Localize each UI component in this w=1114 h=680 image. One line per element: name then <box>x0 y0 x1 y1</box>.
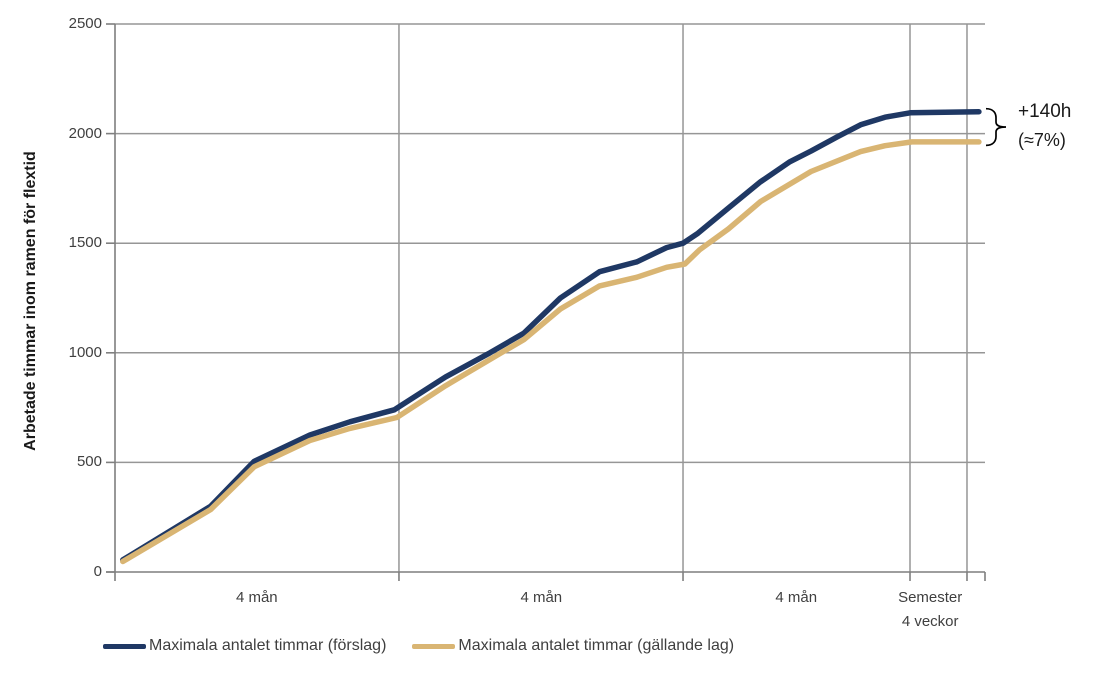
x-axis-label-line: 4 mån <box>520 589 563 606</box>
x-axis-label-0: 4 mån <box>187 586 327 610</box>
difference-brace <box>985 107 1007 147</box>
y-tick-label-2000: 2000 <box>68 124 102 142</box>
legend-item-gallande-lag: Maximala antalet timmar (gällande lag) <box>412 637 734 655</box>
series-line-1 <box>120 139 982 565</box>
difference-annotation: +140h (≈7%) <box>1018 98 1071 154</box>
y-tick-label-0: 0 <box>93 563 102 580</box>
legend: Maximala antalet timmar (förslag) Maxima… <box>103 637 734 655</box>
y-axis-title: Arbetade timmar inom ramen för flextid <box>22 151 39 451</box>
x-axis-label-1: 4 mån <box>471 586 611 610</box>
series-line-0 <box>120 108 982 563</box>
legend-item-forslag: Maximala antalet timmar (förslag) <box>103 637 386 655</box>
difference-annotation-hours: +140h <box>1018 101 1072 122</box>
legend-label-forslag: Maximala antalet timmar (förslag) <box>149 637 387 654</box>
y-tick-label-2500: 2500 <box>68 15 102 32</box>
x-axis-label-line: Semester <box>898 589 963 606</box>
x-axis-label-3: Semester 4 veckor <box>860 586 1000 634</box>
legend-swatch-gallande-lag <box>412 643 456 649</box>
legend-label-gallande-lag: Maximala antalet timmar (gällande lag) <box>458 637 735 654</box>
y-tick-label-500: 500 <box>76 453 102 471</box>
difference-annotation-percent: (≈7%) <box>1018 130 1066 150</box>
x-axis-label-line: 4 mån <box>775 589 818 606</box>
x-axis-label-line: 4 mån <box>235 589 278 606</box>
y-tick-label-1500: 1500 <box>68 234 102 252</box>
y-tick-label-1000: 1000 <box>68 343 102 361</box>
x-axis-label-line: 4 veckor <box>901 613 959 630</box>
x-axis-label-2: 4 mån <box>726 586 866 610</box>
legend-swatch-forslag <box>103 643 146 649</box>
